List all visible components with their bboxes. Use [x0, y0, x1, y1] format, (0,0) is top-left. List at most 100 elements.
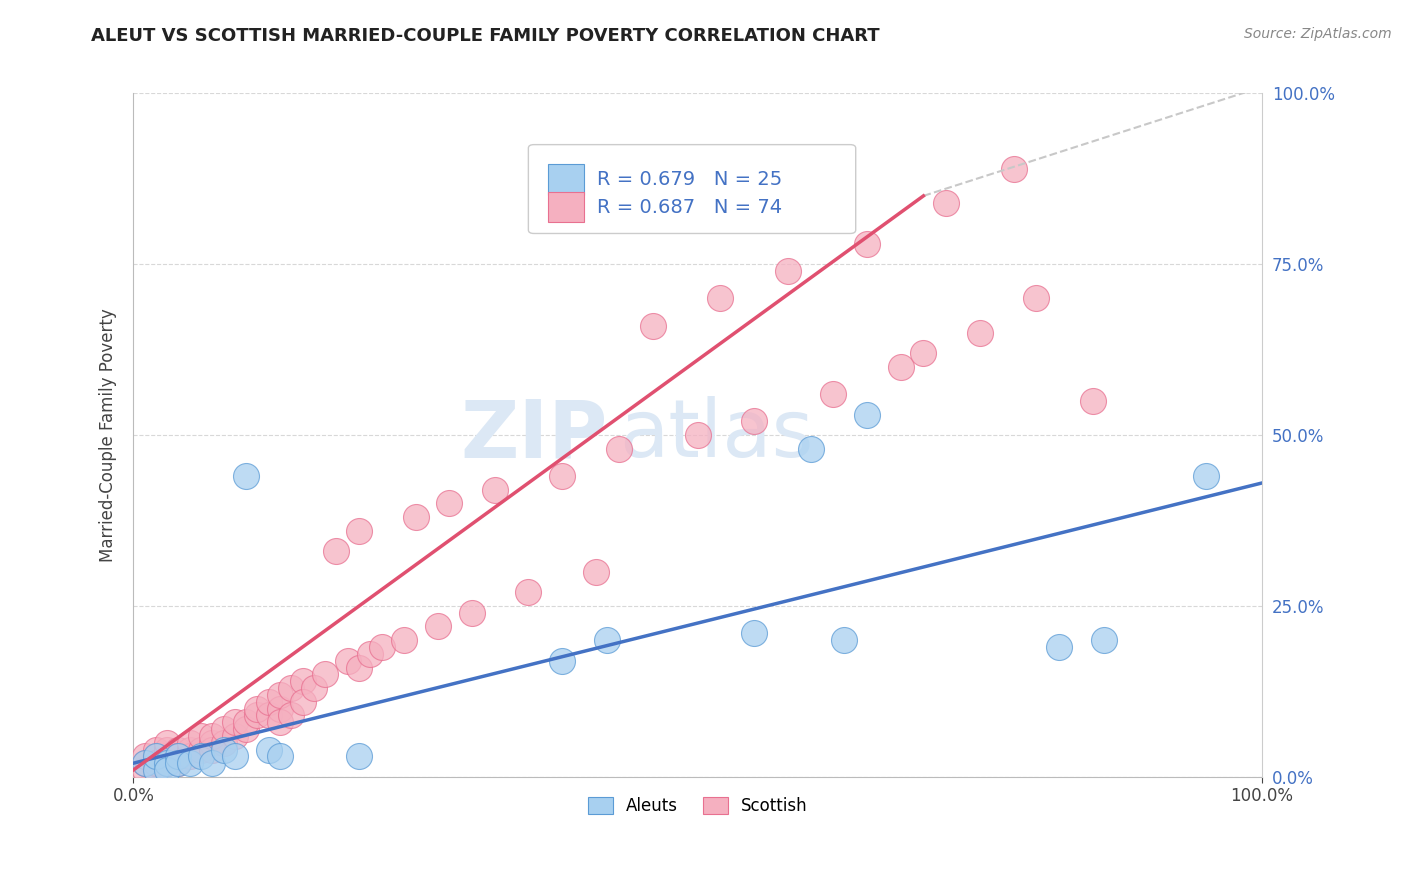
Point [167, 756, 190, 771]
Point [179, 756, 201, 771]
Point [145, 756, 167, 771]
Point [890, 359, 912, 374]
Text: atlas: atlas [619, 396, 813, 475]
Point [776, 264, 799, 278]
Point [156, 763, 179, 777]
Point [167, 749, 190, 764]
Point [212, 742, 235, 756]
Point [302, 681, 325, 695]
Point [742, 626, 765, 640]
Point [370, 640, 392, 654]
Point [461, 606, 484, 620]
Point [742, 414, 765, 428]
Text: Source: ZipAtlas.com: Source: ZipAtlas.com [1244, 27, 1392, 41]
Point [912, 346, 935, 360]
Point [246, 701, 269, 715]
Point [145, 763, 167, 777]
Point [935, 195, 957, 210]
Point [686, 428, 709, 442]
Point [201, 736, 224, 750]
Point [347, 749, 370, 764]
Point [134, 756, 156, 771]
Point [156, 736, 179, 750]
Point [145, 756, 167, 771]
Point [1047, 640, 1070, 654]
Point [1092, 633, 1115, 648]
Legend: Aleuts, Scottish: Aleuts, Scottish [579, 789, 815, 823]
Point [969, 326, 991, 340]
Point [190, 749, 212, 764]
Point [291, 695, 314, 709]
Point [201, 756, 224, 771]
FancyBboxPatch shape [547, 164, 583, 194]
Point [201, 742, 224, 756]
Point [167, 749, 190, 764]
Point [596, 633, 619, 648]
Point [246, 708, 269, 723]
Point [179, 742, 201, 756]
Point [134, 756, 156, 771]
Point [314, 667, 336, 681]
Point [1081, 393, 1104, 408]
Point [799, 442, 821, 456]
Point [156, 749, 179, 764]
Point [347, 524, 370, 538]
Text: R = 0.679   N = 25: R = 0.679 N = 25 [598, 169, 783, 189]
Point [856, 408, 879, 422]
Point [224, 715, 246, 730]
Point [145, 763, 167, 777]
Point [269, 715, 291, 730]
Point [405, 510, 427, 524]
Point [134, 763, 156, 777]
Point [156, 756, 179, 771]
Point [269, 701, 291, 715]
Point [280, 681, 302, 695]
Point [257, 695, 280, 709]
Point [257, 708, 280, 723]
Point [235, 722, 257, 736]
Point [156, 756, 179, 771]
Point [1002, 161, 1025, 176]
Text: R = 0.687   N = 74: R = 0.687 N = 74 [598, 198, 782, 217]
Point [641, 318, 664, 333]
Point [439, 496, 461, 510]
Point [347, 660, 370, 674]
Point [291, 674, 314, 689]
Point [823, 387, 845, 401]
Point [179, 736, 201, 750]
Point [167, 742, 190, 756]
Point [484, 483, 506, 497]
Point [179, 749, 201, 764]
Point [427, 619, 450, 633]
Point [235, 715, 257, 730]
Point [145, 749, 167, 764]
FancyBboxPatch shape [529, 145, 856, 234]
Point [156, 742, 179, 756]
Point [167, 749, 190, 764]
Point [585, 565, 607, 579]
Point [167, 756, 190, 771]
Point [325, 544, 347, 558]
Point [224, 749, 246, 764]
Point [359, 647, 381, 661]
Point [269, 688, 291, 702]
Point [709, 292, 731, 306]
Point [190, 742, 212, 756]
Point [156, 756, 179, 771]
Point [269, 749, 291, 764]
Point [551, 654, 574, 668]
Point [212, 722, 235, 736]
Point [235, 469, 257, 483]
Point [201, 729, 224, 743]
Point [517, 585, 540, 599]
Y-axis label: Married-Couple Family Poverty: Married-Couple Family Poverty [100, 309, 117, 562]
Point [1194, 469, 1216, 483]
Point [224, 729, 246, 743]
Point [257, 742, 280, 756]
FancyBboxPatch shape [547, 192, 583, 222]
Point [856, 236, 879, 251]
Point [551, 469, 574, 483]
Text: ZIP: ZIP [460, 396, 607, 475]
Point [1025, 292, 1047, 306]
Point [280, 708, 302, 723]
